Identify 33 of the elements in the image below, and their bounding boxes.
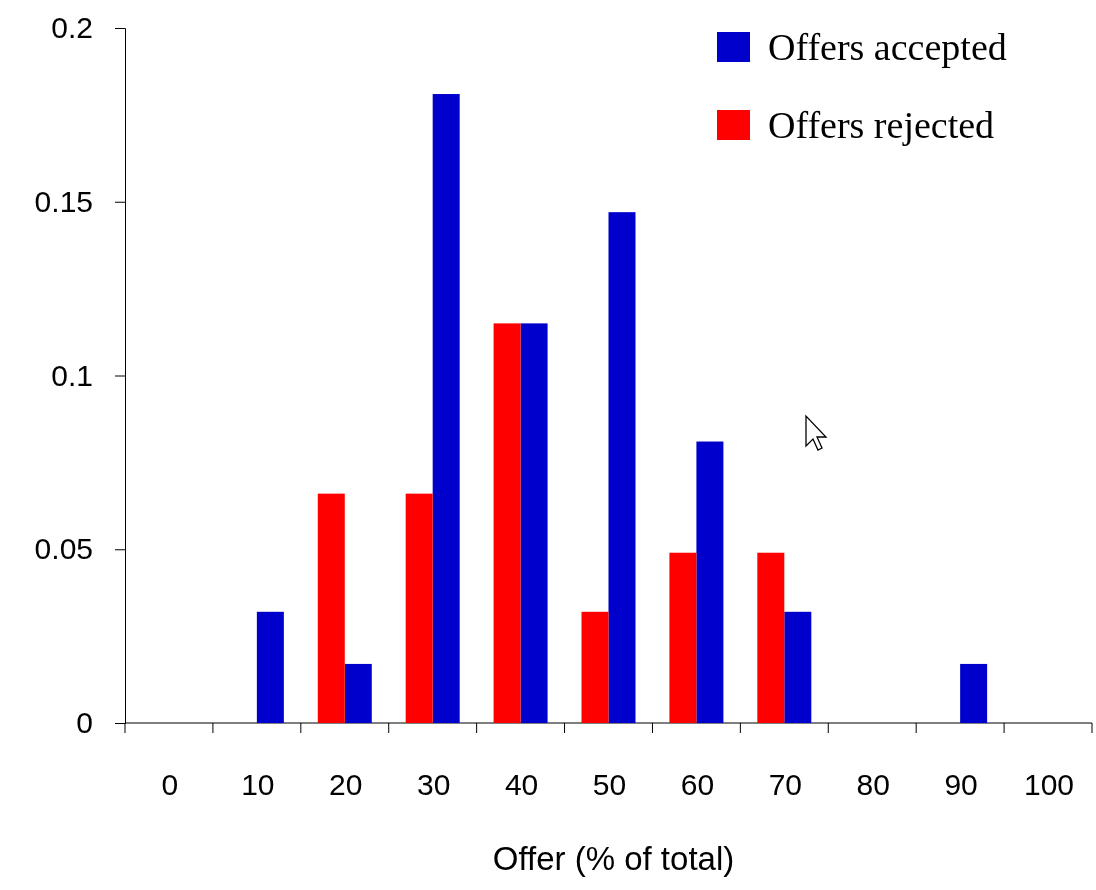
bar <box>405 493 433 723</box>
bar <box>669 552 697 723</box>
x-tick-label: 50 <box>592 768 627 801</box>
y-tick-label: 0.15 <box>34 184 93 218</box>
x-tick-label: 90 <box>944 768 978 801</box>
bar <box>520 323 548 723</box>
x-tick-label: 20 <box>329 768 363 801</box>
y-tick-label: 0.05 <box>34 532 93 566</box>
x-tick-label: 60 <box>680 768 715 801</box>
x-axis-title: Offer (% of total) <box>492 840 735 877</box>
bar <box>696 441 724 723</box>
y-tick-label: 0.1 <box>51 358 93 392</box>
bar <box>784 611 812 723</box>
x-tick-label: 100 <box>1024 768 1075 801</box>
x-tick-label: 30 <box>416 768 451 801</box>
bar <box>344 663 372 723</box>
legend-label: Offers rejected <box>768 104 995 146</box>
y-tick-label: 0 <box>76 706 93 740</box>
x-tick-label: 70 <box>768 768 803 801</box>
legend-label: Offers accepted <box>768 26 1007 68</box>
bar <box>432 94 460 723</box>
x-tick-label: 80 <box>856 768 890 801</box>
y-tick-label: 0.2 <box>51 11 93 45</box>
bar <box>608 212 636 723</box>
bar <box>757 552 785 723</box>
x-tick-label: 10 <box>241 768 275 801</box>
bar <box>581 611 609 723</box>
x-tick-label: 40 <box>504 768 539 801</box>
x-tick-label: 0 <box>161 768 179 801</box>
bar <box>493 323 521 723</box>
bar <box>960 663 988 723</box>
bar <box>317 493 345 723</box>
bar <box>256 611 284 723</box>
